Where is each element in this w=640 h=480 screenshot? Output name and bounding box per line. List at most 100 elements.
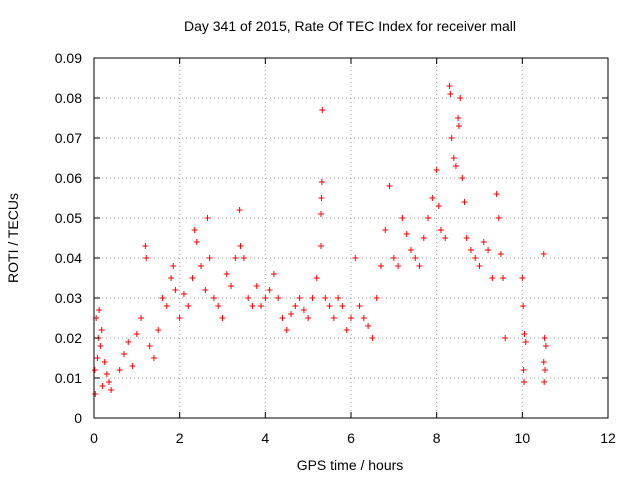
data-point: [348, 315, 354, 321]
data-point: [163, 303, 170, 309]
data-point: [185, 303, 192, 309]
data-point: [142, 243, 149, 249]
data-point: [108, 387, 115, 393]
data-point: [467, 247, 474, 253]
data-point: [319, 107, 326, 113]
y-tick-label: 0.08: [55, 90, 82, 106]
data-point: [292, 303, 299, 309]
data-point: [176, 315, 183, 321]
y-tick-label: 0.02: [55, 330, 82, 346]
data-point: [339, 303, 346, 309]
data-point: [452, 163, 459, 169]
data-point: [258, 303, 265, 309]
data-point: [522, 339, 529, 345]
data-point: [249, 303, 256, 309]
data-point: [191, 227, 198, 233]
data-point: [330, 315, 337, 321]
data-point: [365, 323, 372, 329]
data-point: [92, 391, 99, 397]
x-tick-label: 6: [347, 430, 355, 446]
y-axis-label: ROTI / TECUs: [5, 193, 21, 283]
data-point: [172, 287, 179, 293]
y-tick-label: 0.01: [55, 370, 82, 386]
data-point: [270, 271, 277, 277]
data-point: [461, 199, 468, 205]
data-point: [279, 315, 286, 321]
chart-title: Day 341 of 2015, Rate Of TEC Index for r…: [184, 18, 516, 34]
data-point: [193, 239, 200, 245]
data-point: [236, 207, 243, 213]
data-point: [450, 155, 457, 161]
data-point: [476, 263, 483, 269]
data-point: [457, 95, 464, 101]
tick-labels: 0 2 4 6 8 10 12 0 0.01 0.02 0.03 0.04 0.05 0.06 0.07 0.…: [55, 50, 616, 446]
data-point: [326, 303, 333, 309]
data-point: [352, 255, 359, 261]
data-point: [309, 295, 316, 301]
data-point: [447, 91, 454, 97]
data-point: [493, 191, 500, 197]
data-point: [133, 331, 140, 337]
data-point: [204, 215, 211, 221]
data-point: [150, 355, 157, 361]
data-point: [521, 379, 528, 385]
data-point: [202, 287, 209, 293]
data-point: [262, 295, 269, 301]
data-point: [542, 343, 549, 349]
data-point: [96, 307, 103, 313]
axis-ticks: [93, 57, 609, 419]
data-point: [318, 243, 325, 249]
y-tick-label: 0.06: [55, 170, 82, 186]
data-point: [125, 339, 132, 345]
data-point: [215, 303, 222, 309]
data-point: [129, 363, 136, 369]
data-point: [94, 355, 101, 361]
y-tick-label: 0.07: [55, 130, 82, 146]
data-point: [237, 243, 244, 249]
y-tick-label: 0.03: [55, 290, 82, 306]
data-point: [472, 255, 479, 261]
y-tick-label: 0.04: [55, 250, 82, 266]
data-point: [206, 255, 213, 261]
data-point: [146, 343, 153, 349]
y-tick-label: 0.05: [55, 210, 82, 226]
data-point: [390, 255, 397, 261]
data-point: [459, 175, 466, 181]
x-tick-label: 8: [433, 430, 441, 446]
data-point: [412, 255, 419, 261]
data-point: [138, 315, 145, 321]
data-point: [198, 263, 205, 269]
data-point: [520, 303, 527, 309]
data-point: [519, 275, 526, 281]
data-point: [521, 331, 528, 337]
data-point: [283, 327, 290, 333]
data-point: [245, 295, 252, 301]
data-point: [318, 195, 325, 201]
x-tick-label: 0: [90, 430, 98, 446]
y-tick-label: 0: [74, 410, 82, 426]
data-point: [448, 135, 455, 141]
data-point: [495, 215, 502, 221]
data-point: [463, 235, 470, 241]
data-point: [407, 247, 414, 253]
data-point: [343, 327, 350, 333]
data-point: [228, 283, 235, 289]
data-point: [318, 211, 325, 217]
data-point: [300, 307, 307, 313]
data-point: [101, 359, 108, 365]
data-point: [429, 195, 436, 201]
x-tick-label: 2: [176, 430, 184, 446]
y-tick-label: 0.09: [55, 50, 82, 66]
data-point: [542, 367, 549, 373]
x-axis-label: GPS time / hours: [297, 457, 404, 473]
data-point: [395, 263, 402, 269]
data-point: [155, 327, 162, 333]
grid: [94, 58, 608, 418]
data-point: [369, 335, 376, 341]
data-point: [232, 255, 239, 261]
data-point: [318, 179, 325, 185]
data-point: [541, 335, 548, 341]
data-point: [399, 215, 406, 221]
